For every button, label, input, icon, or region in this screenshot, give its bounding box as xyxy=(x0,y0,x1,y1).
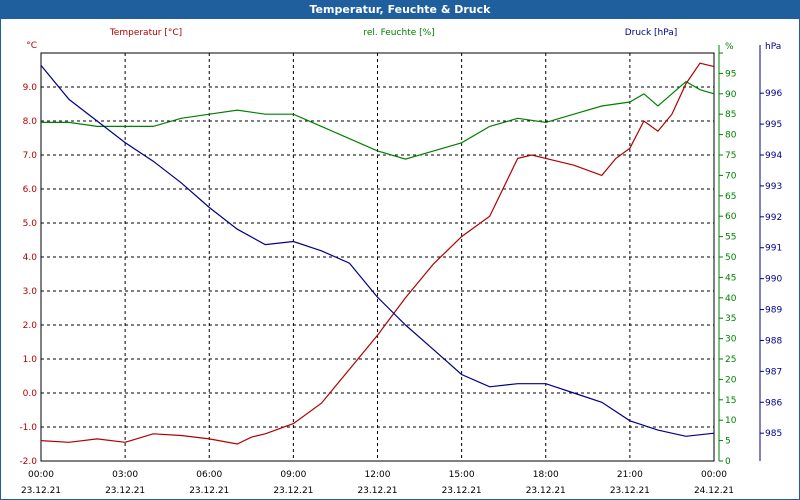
pressure-tick-label: 995 xyxy=(765,120,782,130)
series-lines xyxy=(40,62,715,445)
humidity-tick-label: 20 xyxy=(725,375,737,385)
x-tick-time: 00:00 xyxy=(28,470,54,480)
x-tick-date: 24.12.21 xyxy=(694,486,734,496)
humidity-tick-label: 25 xyxy=(725,355,736,365)
left-tick-label: 2.0 xyxy=(23,321,38,331)
pressure-tick-label: 988 xyxy=(765,336,782,346)
humidity-tick-label: % xyxy=(725,42,734,52)
humidity-tick-label: 50 xyxy=(725,253,737,263)
pressure-tick-label: 989 xyxy=(765,306,782,316)
series-line-left xyxy=(40,62,715,445)
left-tick-label: -2.0 xyxy=(19,457,37,467)
legend-entry: rel. Feuchte [%] xyxy=(363,28,434,38)
left-tick-label: 4.0 xyxy=(23,253,38,263)
pressure-tick-label: 985 xyxy=(765,429,782,439)
humidity-tick-label: 80 xyxy=(725,131,737,141)
left-tick-label: 6.0 xyxy=(23,185,38,195)
humidity-tick-label: 35 xyxy=(725,314,736,324)
x-tick-time: 03:00 xyxy=(112,470,138,480)
x-tick-date: 23.12.21 xyxy=(357,486,397,496)
humidity-tick-label: 15 xyxy=(725,396,736,406)
x-tick-date: 23.12.21 xyxy=(442,486,482,496)
left-tick-label: 3.0 xyxy=(23,287,38,297)
series-line-right2 xyxy=(40,65,715,437)
x-tick-date: 23.12.21 xyxy=(526,486,566,496)
humidity-tick-label: 45 xyxy=(725,273,736,283)
pressure-tick-label: 991 xyxy=(765,244,782,254)
x-tick-time: 00:00 xyxy=(701,470,727,480)
pressure-tick-label: 992 xyxy=(765,213,782,223)
pressure-tick-label: 986 xyxy=(765,398,782,408)
left-tick-label: -1.0 xyxy=(19,423,37,433)
humidity-tick-label: 40 xyxy=(725,294,737,304)
left-tick-label: 0.0 xyxy=(23,389,38,399)
left-tick-label: 5.0 xyxy=(23,219,38,229)
pressure-tick-label: 996 xyxy=(765,89,782,99)
x-tick-time: 15:00 xyxy=(449,470,475,480)
x-tick-time: 18:00 xyxy=(533,470,559,480)
pressure-tick-label: 994 xyxy=(765,151,782,161)
x-tick-time: 06:00 xyxy=(196,470,222,480)
humidity-tick-label: 95 xyxy=(725,69,736,79)
humidity-tick-label: 75 xyxy=(725,151,736,161)
x-tick-date: 23.12.21 xyxy=(21,486,61,496)
pressure-tick-label: 993 xyxy=(765,182,782,192)
legend-entry: Temperatur [°C] xyxy=(109,28,182,38)
humidity-tick-label: 65 xyxy=(725,192,736,202)
left-tick-label: 7.0 xyxy=(23,151,38,161)
x-tick-time: 09:00 xyxy=(280,470,306,480)
x-tick-date: 23.12.21 xyxy=(105,486,145,496)
humidity-tick-label: 60 xyxy=(725,212,737,222)
x-tick-time: 21:00 xyxy=(617,470,643,480)
axes: 00:00 23.12.21 03:00 23.12.21 06:00 23.12.21 0… xyxy=(19,41,782,496)
pressure-tick-label: 987 xyxy=(765,367,782,377)
grid-lines xyxy=(40,52,715,462)
legend-entry: Druck [hPa] xyxy=(625,28,678,38)
pressure-tick-label: hPa xyxy=(765,42,781,52)
left-tick-label: 1.0 xyxy=(23,355,38,365)
left-tick-label: 9.0 xyxy=(23,83,38,93)
x-tick-time: 12:00 xyxy=(365,470,391,480)
humidity-tick-label: 55 xyxy=(725,233,736,243)
humidity-tick-label: 10 xyxy=(725,416,737,426)
humidity-tick-label: 0 xyxy=(725,457,731,467)
x-tick-date: 23.12.21 xyxy=(610,486,650,496)
humidity-tick-label: 70 xyxy=(725,171,737,181)
left-tick-label: 8.0 xyxy=(23,117,38,127)
left-axis-unit: °C xyxy=(26,41,37,51)
x-tick-date: 23.12.21 xyxy=(189,486,229,496)
x-tick-date: 23.12.21 xyxy=(273,486,313,496)
humidity-tick-label: 85 xyxy=(725,110,736,120)
series-line-right1 xyxy=(41,80,715,160)
humidity-tick-label: 90 xyxy=(725,90,737,100)
legend: Temperatur [°C] rel. Feuchte [%] Druck [hP… xyxy=(109,28,677,38)
humidity-tick-label: 30 xyxy=(725,335,737,345)
chart-title: Temperatur, Feuchte & Druck xyxy=(1,1,799,19)
humidity-tick-label: 5 xyxy=(725,437,731,447)
pressure-tick-label: 990 xyxy=(765,275,782,285)
